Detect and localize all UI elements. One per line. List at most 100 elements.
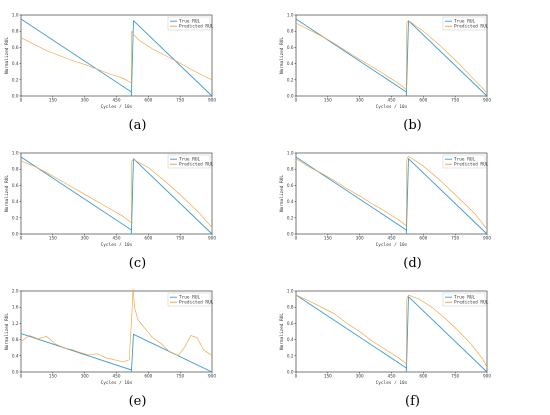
y-axis-label: Normalized RUL [279,175,285,212]
x-tick-label: 450 [113,236,121,241]
y-tick-label: 1.0 [287,289,294,294]
chart-svg-c: 0 150 300 450 600 750 900 0.0 0.2 0.4 0.6 0.8 1.0 Cyc… [4,151,216,249]
x-tick-label: 600 [419,98,427,103]
y-tick-label: 0.0 [287,370,294,375]
chart-svg-f: 0 150 300 450 600 750 900 0.0 0.2 0.4 0.6 0.8 1.0 Cyc… [279,289,491,387]
y-tick-label: 1.0 [12,151,19,156]
y-tick-label: 0.2 [287,215,294,220]
x-tick-label: 450 [388,98,396,103]
x-tick-label: 0 [295,374,298,379]
y-tick-label: 0.8 [287,305,294,310]
y-tick-label: 0.2 [287,77,294,82]
y-tick-label: 1.0 [287,13,294,18]
predicted-rul-line [20,30,213,84]
y-tick-label: 0.8 [287,29,294,34]
y-axis-label: Normalized RUL [4,175,10,212]
chart-panel-e: 0 150 300 450 600 750 900 0.0 0.4 0.8 1.2 1.6 2.0 Cyc… [0,276,275,414]
y-tick-label: 1.0 [12,13,19,18]
y-axis-label: Normalized RUL [4,313,10,350]
legend-box [167,16,211,31]
legend-entry: Predicted RUL [179,24,214,30]
x-axis-label: Cycles / 10s [376,380,408,386]
legend-box [167,154,211,169]
x-tick-label: 750 [176,98,184,103]
legend-entry: True RUL [179,157,201,163]
x-tick-label: 600 [419,374,427,379]
y-tick-label: 2.0 [12,289,19,294]
predicted-rul-line [295,155,488,230]
x-tick-label: 750 [451,236,459,241]
legend-entry: Predicted RUL [454,24,489,30]
y-tick-label: 0.6 [12,183,19,188]
y-tick-label: 0.0 [12,94,19,99]
chart-panel-f: 0 150 300 450 600 750 900 0.0 0.2 0.4 0.6 0.8 1.0 Cyc… [275,276,550,414]
x-axis-label: Cycles / 10s [101,380,133,386]
y-tick-label: 0.2 [287,353,294,358]
y-tick-label: 0.6 [12,45,19,50]
predicted-rul-line [20,159,213,228]
chart-panel-b: 0 150 300 450 600 750 900 0.0 0.2 0.4 0.6 0.8 1.0 Cyc… [275,0,550,138]
y-tick-label: 0.2 [12,215,19,220]
x-axis-label: Cycles / 10s [101,104,133,110]
x-tick-label: 450 [113,374,121,379]
x-tick-label: 900 [483,236,491,241]
panel-caption-b: (b) [403,118,422,133]
y-tick-label: 0.8 [287,167,294,172]
legend-box [442,292,486,307]
x-tick-label: 300 [356,98,364,103]
legend-entry: True RUL [179,295,201,301]
y-tick-label: 0.4 [287,337,294,342]
legend-box [167,292,211,307]
true-rul-line [20,156,213,235]
legend-entry: True RUL [454,157,476,163]
predicted-rul-line [295,294,488,368]
x-axis-label: Cycles / 10s [376,104,408,110]
y-tick-label: 1.0 [287,151,294,156]
true-rul-line [20,333,213,373]
x-tick-label: 300 [356,374,364,379]
y-tick-label: 1.2 [12,321,19,326]
y-tick-label: 0.2 [12,77,19,82]
x-tick-label: 750 [451,98,459,103]
true-rul-line [20,18,213,97]
y-tick-label: 0.0 [287,94,294,99]
legend-entry: True RUL [454,295,476,301]
chart-panel-a: 0 150 300 450 600 750 900 0.0 0.2 0.4 0.6 0.8 1.0 Cyc… [0,0,275,138]
x-tick-label: 900 [483,374,491,379]
y-axis-label: Normalized RUL [4,37,10,74]
panel-caption-f: (f) [405,394,420,409]
x-tick-label: 900 [208,236,216,241]
chart-svg-a: 0 150 300 450 600 750 900 0.0 0.2 0.4 0.6 0.8 1.0 Cyc… [4,13,216,111]
x-tick-label: 300 [81,374,89,379]
y-tick-label: 0.6 [287,45,294,50]
true-rul-line [295,294,488,373]
y-tick-label: 0.8 [12,167,19,172]
x-tick-label: 0 [295,236,298,241]
legend-entry: Predicted RUL [454,162,489,168]
legend-box [442,16,486,31]
predicted-rul-line [295,20,488,93]
x-tick-label: 450 [113,98,121,103]
x-tick-label: 600 [144,374,152,379]
x-tick-label: 750 [451,374,459,379]
chart-svg-e: 0 150 300 450 600 750 900 0.0 0.4 0.8 1.2 1.6 2.0 Cyc… [4,288,216,387]
predicted-rul-line [20,288,213,363]
y-axis-label: Normalized RUL [279,313,285,350]
y-tick-label: 0.6 [287,183,294,188]
legend-box [442,154,486,169]
chart-svg-d: 0 150 300 450 600 750 900 0.0 0.2 0.4 0.6 0.8 1.0 Cyc… [279,151,491,249]
y-tick-label: 0.0 [287,232,294,237]
x-tick-label: 450 [388,236,396,241]
x-axis-label: Cycles / 10s [376,242,408,248]
x-tick-label: 900 [208,98,216,103]
legend-entry: True RUL [454,19,476,25]
x-tick-label: 600 [144,236,152,241]
panel-caption-c: (c) [128,256,147,271]
x-tick-label: 0 [20,236,23,241]
chart-panel-c: 0 150 300 450 600 750 900 0.0 0.2 0.4 0.6 0.8 1.0 Cyc… [0,138,275,276]
y-tick-label: 0.4 [12,61,19,66]
legend-entry: Predicted RUL [179,300,214,306]
y-tick-label: 0.4 [12,199,19,204]
x-tick-label: 0 [20,374,23,379]
chart-svg-b: 0 150 300 450 600 750 900 0.0 0.2 0.4 0.6 0.8 1.0 Cyc… [279,13,491,111]
